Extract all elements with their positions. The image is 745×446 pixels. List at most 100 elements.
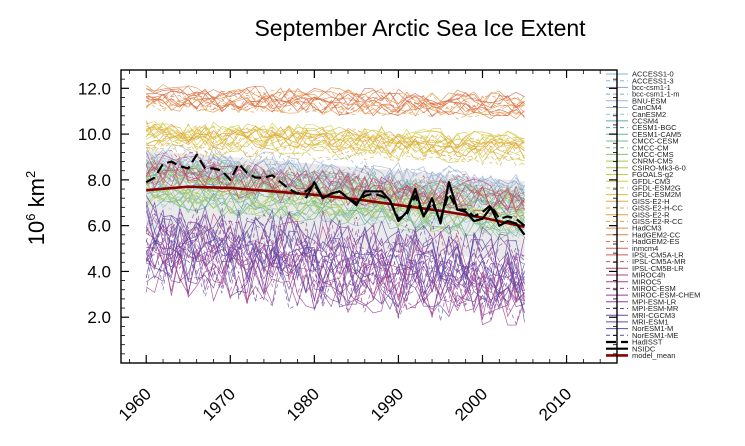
model-run-line [145, 218, 525, 297]
y-axis-label-unit-exponent: 2 [23, 171, 38, 178]
series-line-model-mean [146, 185, 525, 229]
legend-label: bcc-csm1-1-m [632, 90, 680, 99]
legend-label: HadCM3 [632, 224, 662, 233]
legend-label: CanCM4 [632, 103, 662, 112]
legend-label: inmcm4 [632, 244, 658, 253]
model-run-line [145, 201, 525, 293]
legend-label: NSIDC [632, 344, 656, 353]
model-ensemble-lines [145, 84, 525, 326]
model-run-line [145, 149, 525, 198]
model-run-line [145, 205, 525, 278]
legend-label: NorESM1-ME [632, 331, 678, 340]
model-run-line [146, 205, 525, 289]
legend-label: CMCC-CM [632, 143, 669, 152]
legend-label: MIROC-ESM [632, 284, 676, 293]
model-run-line [145, 230, 525, 311]
legend-label: CNRM-CM5 [632, 157, 673, 166]
model-run-line [145, 144, 525, 190]
model-run-line [145, 217, 525, 310]
model-run-line [146, 165, 525, 212]
model-run-line [145, 237, 525, 323]
model-run-line [145, 120, 525, 149]
model-run-line [146, 155, 525, 207]
legend-label: MIROC-ESM-CHEM [632, 291, 700, 300]
legend-label: CMCC-CMS [632, 150, 674, 159]
model-run-line [145, 154, 525, 195]
model-run-line [145, 123, 525, 150]
legend-label: ACCESS1-3 [632, 76, 674, 85]
legend-label: MPI-ESM-MR [632, 304, 679, 313]
model-run-line [145, 190, 525, 243]
legend-label: MPI-ESM-LR [632, 297, 677, 306]
y-tick-label: 8.0 [87, 171, 111, 190]
legend-label: FGOALS-g2 [632, 170, 673, 179]
model-run-line [145, 128, 525, 158]
model-run-line [145, 167, 525, 219]
legend-label: CSIRO-Mk3-6-0 [632, 163, 686, 172]
legend-label: GISS-E2-H [632, 197, 670, 206]
legend-label: HadGEM2-CC [632, 230, 681, 239]
series-line-hadisst [145, 153, 526, 227]
model-run-line [146, 96, 525, 120]
model-run-line [145, 238, 525, 325]
legend-label: GFDL-ESM2G [632, 184, 681, 193]
svg-text:106 km2: 106 km2 [23, 171, 49, 245]
model-run-line [145, 141, 525, 168]
legend-label: MIROC4h [632, 271, 665, 280]
x-tick-label: 1980 [283, 384, 323, 424]
x-tick-label: 1960 [115, 384, 155, 424]
model-run-line [145, 178, 525, 227]
model-run-line [145, 152, 525, 207]
model-run-line [145, 228, 525, 314]
model-run-line [145, 168, 525, 216]
model-run-line [146, 95, 525, 116]
chart-title: September Arctic Sea Ice Extent [254, 15, 586, 41]
legend-label: HadGEM2-ES [632, 237, 680, 246]
legend-label: IPSL-CM5A-MR [632, 257, 686, 266]
legend-label: NorESM1-M [632, 324, 673, 333]
model-run-line [146, 128, 525, 155]
model-run-line [146, 140, 525, 166]
y-tick-label: 4.0 [87, 262, 111, 281]
observation-lines [145, 153, 526, 236]
legend: ACCESS1-0ACCESS1-3bcc-csm1-1bcc-csm1-1-m… [606, 70, 700, 360]
legend-label: GISS-E2-H-CC [632, 204, 683, 213]
y-axis-label-unit: km [24, 178, 49, 213]
model-run-line [146, 88, 525, 109]
model-run-line [146, 85, 525, 105]
legend-label: ACCESS1-0 [632, 70, 674, 79]
legend-label: GISS-E2-R [632, 210, 670, 219]
model-run-line [145, 188, 525, 233]
model-run-line [146, 121, 525, 148]
model-run-line [146, 132, 525, 160]
y-axis-label-exponent: 6 [23, 213, 38, 220]
model-run-line [146, 133, 525, 162]
legend-label: MRI-CGCM3 [632, 311, 675, 320]
y-axis-label: 106 km2 [23, 171, 49, 245]
model-run-line [145, 99, 525, 120]
model-run-line [145, 207, 525, 290]
x-tick-label: 1970 [199, 384, 239, 424]
y-tick-label: 2.0 [87, 308, 111, 327]
legend-label: CCSM4 [632, 117, 658, 126]
x-tick-label: 2010 [535, 384, 575, 424]
y-tick-label: 12.0 [78, 79, 111, 98]
model-run-line [145, 159, 525, 213]
legend-label: GISS-E2-R-CC [632, 217, 683, 226]
legend-label: CESM1-BGC [632, 123, 677, 132]
model-run-line [145, 211, 525, 291]
model-run-line [146, 162, 525, 218]
model-run-line [146, 137, 525, 166]
legend-label: GFDL-ESM2M [632, 190, 681, 199]
model-run-line [145, 183, 525, 238]
x-tick-label: 1990 [367, 384, 407, 424]
legend-label: IPSL-CM5A-LR [632, 251, 684, 260]
model-run-line [145, 89, 525, 108]
legend-label: CESM1-CAM5 [632, 130, 681, 139]
y-tick-label: 6.0 [87, 217, 111, 236]
model-run-line [145, 228, 525, 313]
legend-label: IPSL-CM5B-LR [632, 264, 684, 273]
model-run-line [146, 243, 525, 316]
legend-label: CMCC-CESM [632, 137, 679, 146]
